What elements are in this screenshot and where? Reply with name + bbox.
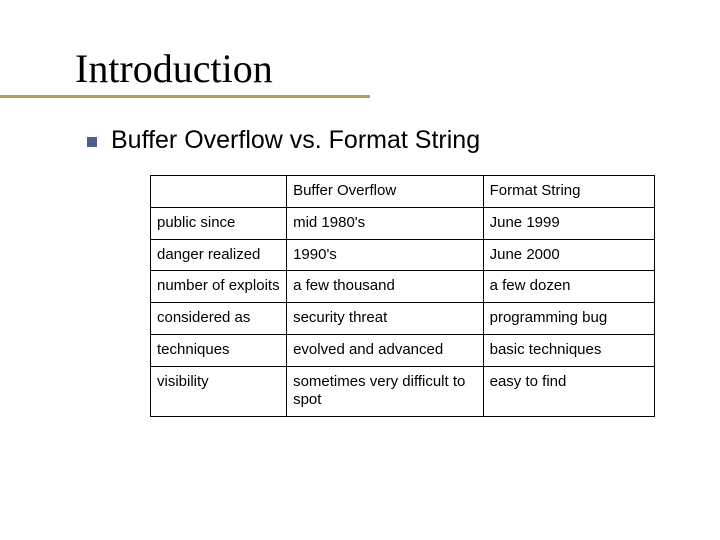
square-bullet-icon — [87, 137, 97, 147]
table-header-cell: Buffer Overflow — [287, 176, 484, 208]
page-title: Introduction — [75, 45, 660, 98]
table-row: techniques evolved and advanced basic te… — [151, 334, 655, 366]
title-underline — [0, 95, 370, 98]
table-row: visibility sometimes very difficult to s… — [151, 366, 655, 417]
title-text: Introduction — [75, 46, 273, 91]
table-cell: visibility — [151, 366, 287, 417]
subtitle-row: Buffer Overflow vs. Format String — [87, 126, 660, 155]
table-row: Buffer Overflow Format String — [151, 176, 655, 208]
table-row: number of exploits a few thousand a few … — [151, 271, 655, 303]
table-cell: June 2000 — [483, 239, 654, 271]
table-cell: number of exploits — [151, 271, 287, 303]
table-cell: a few thousand — [287, 271, 484, 303]
table-cell: mid 1980's — [287, 207, 484, 239]
table-row: public since mid 1980's June 1999 — [151, 207, 655, 239]
comparison-table-wrap: Buffer Overflow Format String public sin… — [150, 175, 655, 417]
table-cell: techniques — [151, 334, 287, 366]
table-cell: easy to find — [483, 366, 654, 417]
table-cell: security threat — [287, 303, 484, 335]
table-cell — [151, 176, 287, 208]
comparison-table: Buffer Overflow Format String public sin… — [150, 175, 655, 417]
table-cell: danger realized — [151, 239, 287, 271]
table-cell: basic techniques — [483, 334, 654, 366]
table-cell: considered as — [151, 303, 287, 335]
table-cell: evolved and advanced — [287, 334, 484, 366]
table-row: considered as security threat programmin… — [151, 303, 655, 335]
table-cell: sometimes very difficult to spot — [287, 366, 484, 417]
table-cell: programming bug — [483, 303, 654, 335]
table-row: danger realized 1990's June 2000 — [151, 239, 655, 271]
slide: Introduction Buffer Overflow vs. Format … — [0, 0, 720, 437]
subtitle-text: Buffer Overflow vs. Format String — [111, 126, 480, 155]
table-cell: 1990's — [287, 239, 484, 271]
table-cell: a few dozen — [483, 271, 654, 303]
table-cell: June 1999 — [483, 207, 654, 239]
table-header-cell: Format String — [483, 176, 654, 208]
table-cell: public since — [151, 207, 287, 239]
